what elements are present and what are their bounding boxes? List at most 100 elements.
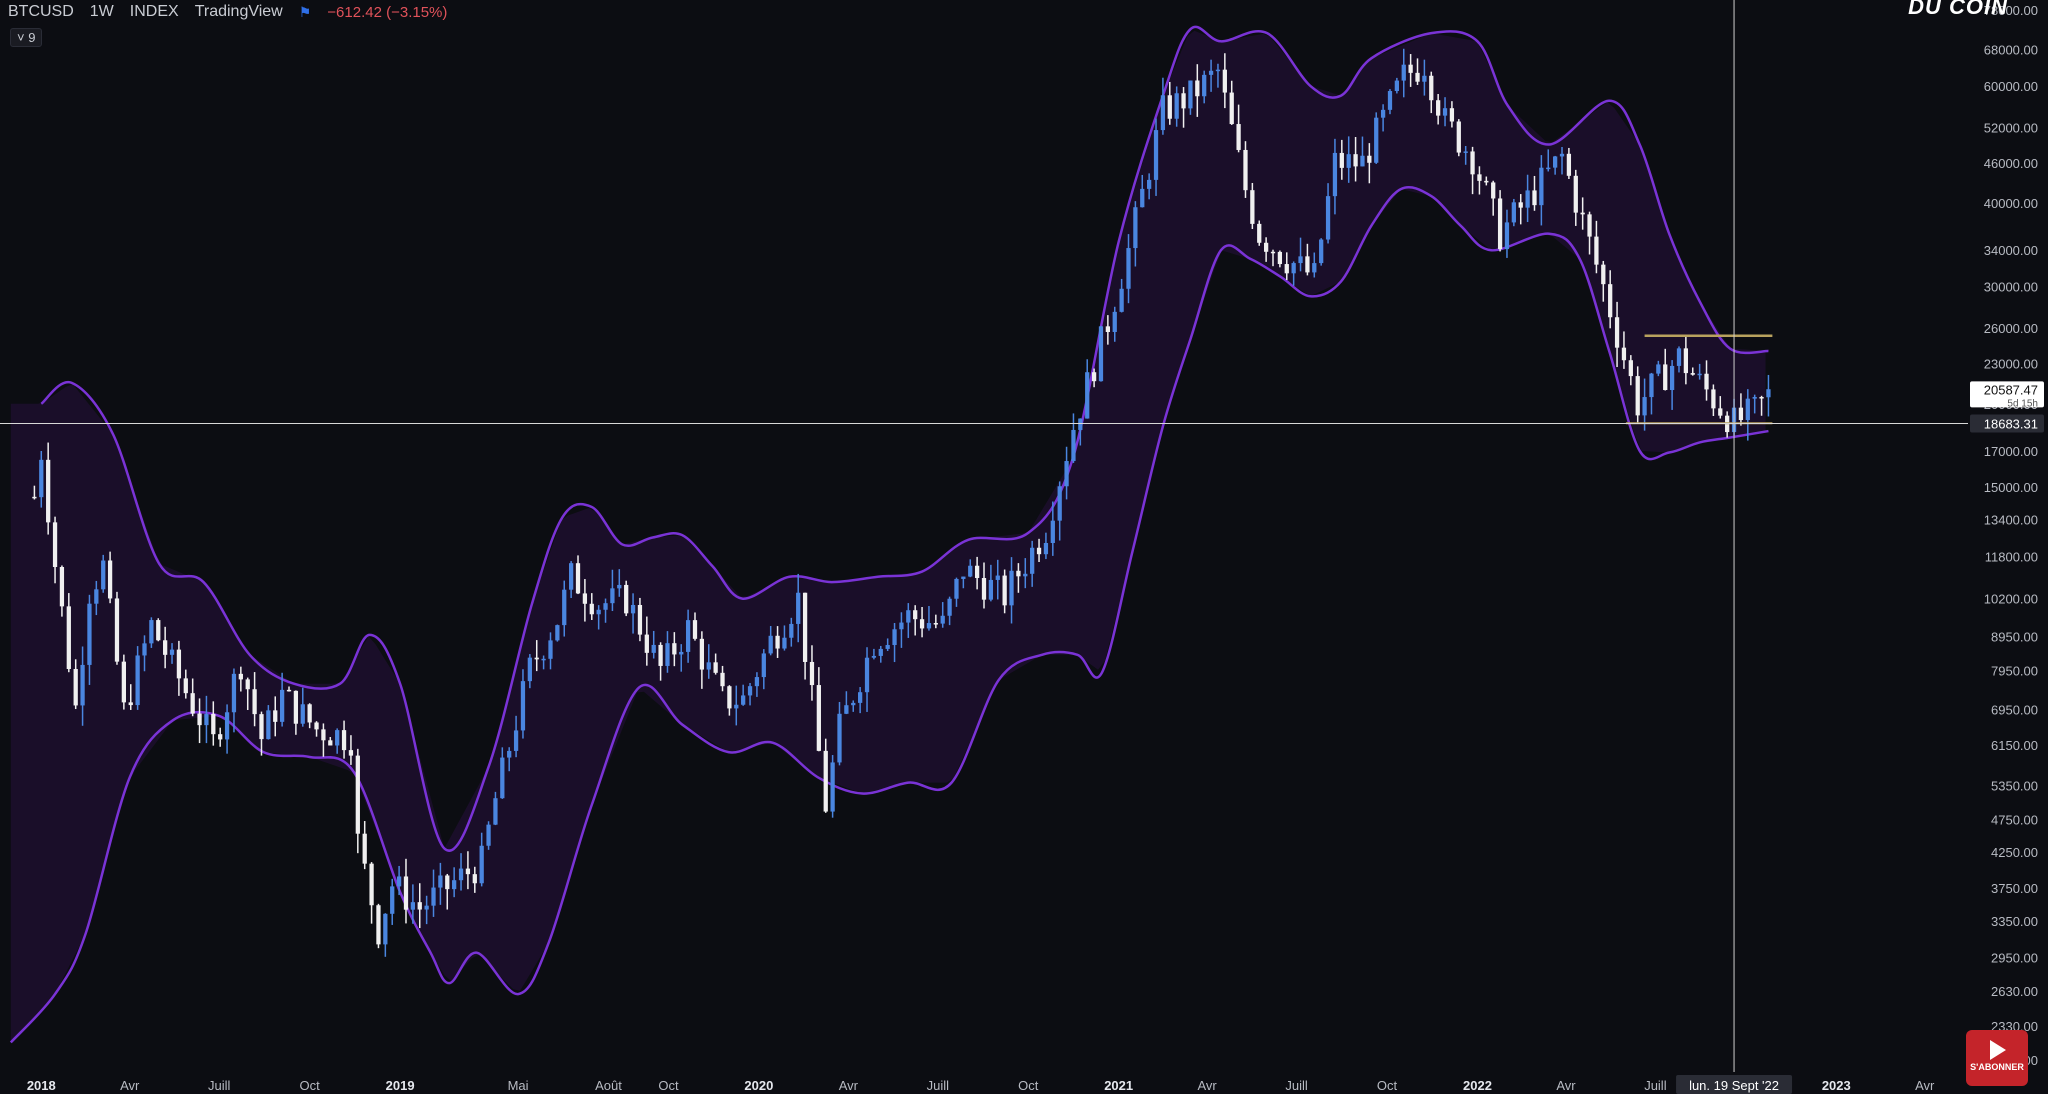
x-tick-label: Août <box>595 1078 622 1093</box>
candle-body <box>1064 461 1069 487</box>
candle <box>1456 119 1461 157</box>
candle-body <box>582 593 588 604</box>
x-tick-label: Juill <box>208 1078 231 1093</box>
candle <box>266 705 271 740</box>
candle <box>1332 138 1338 215</box>
bollinger-bands <box>9 25 1769 1044</box>
candle-body <box>259 714 264 740</box>
candle-body <box>672 643 677 655</box>
candle <box>314 721 319 737</box>
candle <box>472 866 477 893</box>
candle <box>1525 174 1530 223</box>
candle-body <box>1601 264 1606 285</box>
y-tick-label: 4250.00 <box>1991 845 2038 860</box>
candle-body <box>568 563 574 590</box>
candle-body <box>1215 69 1221 72</box>
candle <box>1298 237 1303 272</box>
y-tick-label: 78000.00 <box>1984 3 2038 18</box>
candle-body <box>864 657 870 693</box>
candle-body <box>1229 92 1234 125</box>
candle-body <box>204 714 209 726</box>
flag-icon[interactable]: ⚑ <box>298 3 312 20</box>
candle <box>1546 149 1551 172</box>
y-tick-label: 15000.00 <box>1984 480 2038 495</box>
candle-body <box>541 658 546 661</box>
candle-body <box>1133 207 1138 249</box>
interval-label[interactable]: 1W <box>89 3 114 20</box>
candle <box>1222 53 1227 109</box>
candle-body <box>1167 95 1172 119</box>
candle <box>183 669 188 699</box>
candle <box>513 715 519 758</box>
candle-body <box>1566 153 1572 176</box>
candle <box>390 878 395 925</box>
y-tick-label: 10200.00 <box>1984 592 2038 607</box>
candle <box>1071 413 1076 463</box>
candle-body <box>1656 364 1661 374</box>
candle-body <box>486 824 491 846</box>
symbol-label[interactable]: BTCUSD <box>8 3 74 20</box>
candle <box>1195 64 1200 117</box>
candle-body <box>1091 372 1097 382</box>
candle <box>1284 252 1289 281</box>
candle-body <box>892 629 897 646</box>
candle-body <box>1745 398 1750 421</box>
candle <box>1745 389 1750 441</box>
candle-body <box>1284 264 1289 274</box>
candle-body <box>1766 389 1771 398</box>
candle <box>1367 143 1372 184</box>
candle <box>940 602 945 628</box>
candle-body <box>396 876 402 887</box>
candle <box>644 616 649 666</box>
crosshair-date-box <box>1676 1075 1793 1094</box>
candle <box>981 562 987 609</box>
candle-body <box>218 734 223 740</box>
candle-body <box>59 567 65 607</box>
candle <box>1023 558 1028 589</box>
candle-body <box>1497 198 1503 250</box>
candle <box>445 873 450 910</box>
candle-body <box>720 672 725 687</box>
candle-body <box>66 606 71 669</box>
indicator-toggle-button[interactable]: ˅ 9 <box>10 28 43 47</box>
candle <box>1532 175 1537 211</box>
candle <box>1346 136 1351 183</box>
candle-body <box>383 913 388 945</box>
candle <box>878 645 883 663</box>
candle-body <box>1098 326 1104 382</box>
candle-body <box>149 620 154 644</box>
y-tick-label: 8950.00 <box>1991 629 2038 644</box>
candle-body <box>637 604 643 635</box>
x-tick-label: Juill <box>1644 1078 1667 1093</box>
candle-body <box>1525 190 1530 208</box>
candle-body <box>307 704 312 723</box>
candle-body <box>1174 93 1179 119</box>
candle <box>651 630 656 659</box>
candle <box>1394 77 1400 94</box>
candle <box>754 672 760 697</box>
candle-body <box>1539 167 1544 206</box>
y-tick-label: 34000.00 <box>1984 243 2038 258</box>
candle <box>1380 104 1386 132</box>
candle-body <box>1635 376 1640 416</box>
candle <box>52 516 58 584</box>
candle-body <box>39 459 44 498</box>
candle <box>73 659 78 710</box>
candle-body <box>520 681 526 731</box>
candle <box>1250 182 1255 229</box>
candle <box>1429 71 1434 114</box>
candle-body <box>1470 151 1475 175</box>
candle <box>1752 394 1757 414</box>
candle <box>1112 306 1117 342</box>
y-tick-label: 30000.00 <box>1984 279 2038 294</box>
y-tick-label: 60000.00 <box>1984 79 2038 94</box>
candle <box>1628 355 1633 386</box>
candle <box>252 672 257 727</box>
candle <box>630 593 636 634</box>
candle-body <box>878 648 883 656</box>
y-tick-label: 6150.00 <box>1991 738 2038 753</box>
subscribe-button[interactable]: S'ABONNER <box>1966 1030 2028 1086</box>
candle <box>1257 220 1262 246</box>
candle <box>1016 563 1021 593</box>
